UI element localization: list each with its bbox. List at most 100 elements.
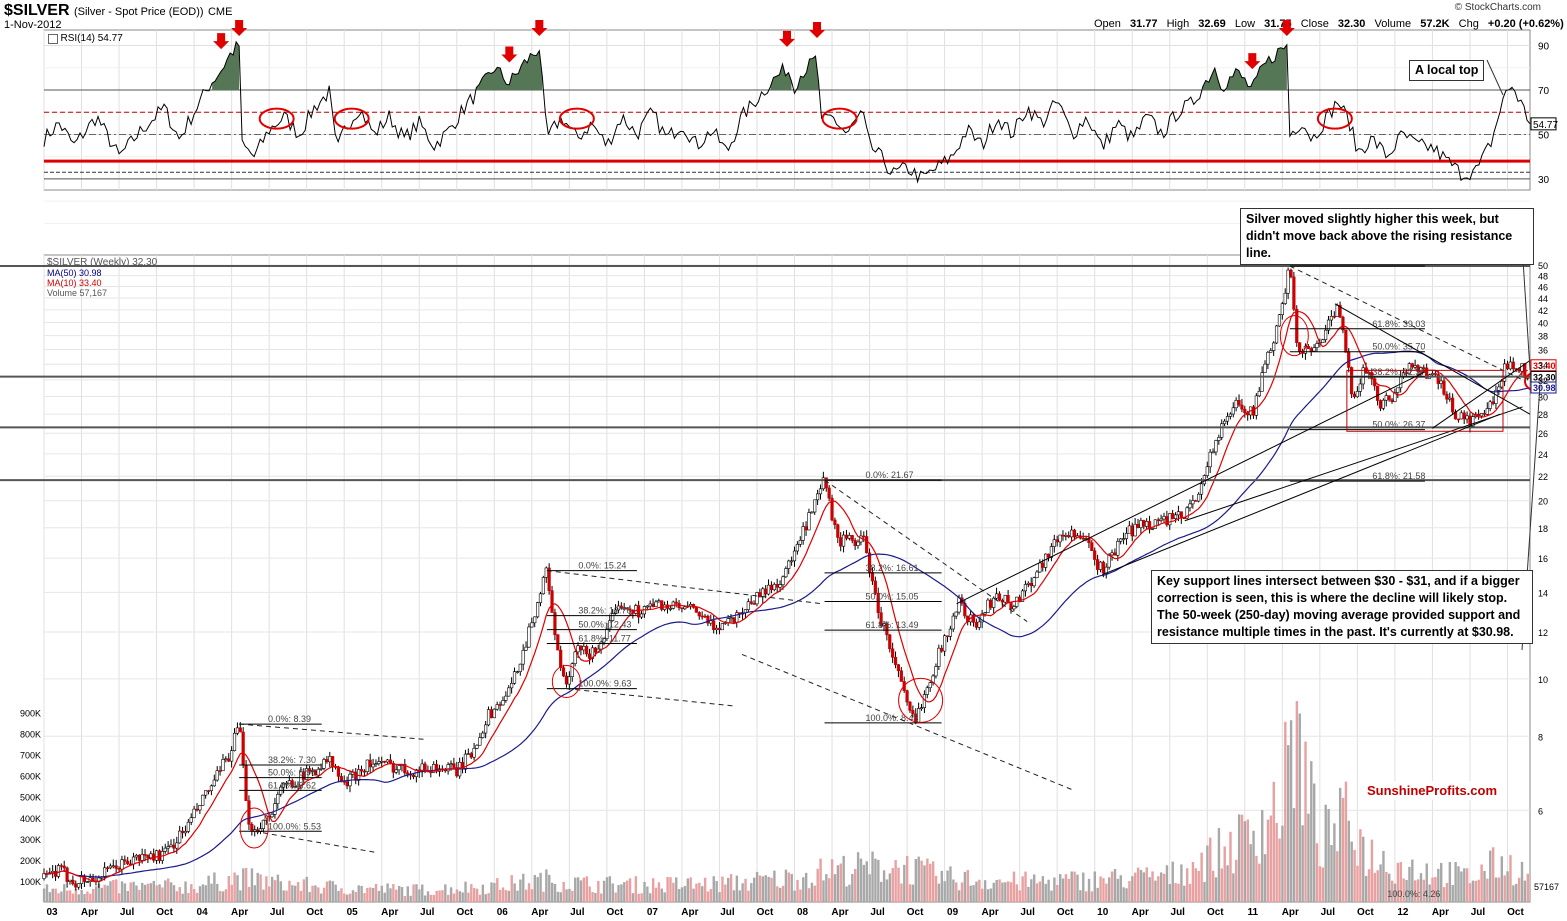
volume-bar [441, 890, 444, 902]
volume-bar [464, 881, 467, 902]
volume-bar [1139, 869, 1143, 902]
axes: 03 Apr Jul Oct 04 Apr Jul Oct 05 Apr Jul Oct 06 Apr Ju… [20, 42, 1559, 918]
price-tick-label: 40 [1538, 318, 1548, 328]
price-candle [818, 488, 823, 495]
volume-bar [1206, 845, 1209, 902]
price-candle [1090, 542, 1094, 552]
price-candle [1462, 412, 1466, 420]
price-candle [284, 782, 289, 785]
volume-bar [210, 883, 213, 902]
price-candle [1145, 521, 1149, 527]
volume-bar [689, 877, 692, 902]
volume-bar [270, 876, 274, 902]
volume-bar [123, 883, 127, 902]
volume-bar [1038, 881, 1042, 902]
solid-trend-line [1102, 413, 1501, 576]
rsi-tick-label: 70 [1538, 86, 1550, 97]
price-right-tag-label: 32.30 [1533, 372, 1556, 382]
rsi-legend-text: RSI(14) 54.77 [60, 33, 123, 44]
volume-bar [807, 888, 811, 902]
volume-bar [487, 893, 490, 902]
price-candle [1072, 529, 1077, 538]
volume-bar [1157, 876, 1160, 902]
price-candle [850, 535, 854, 541]
price-candle [948, 628, 952, 637]
volume-bar [1393, 883, 1397, 902]
price-candle [114, 865, 118, 869]
volume-bar [660, 888, 664, 902]
volume-bar [1474, 880, 1478, 902]
volume-bar [1082, 872, 1085, 902]
volume-bar [1105, 883, 1108, 902]
price-candle [1052, 539, 1056, 547]
volume-bar [149, 883, 153, 902]
volume-bar [68, 890, 72, 902]
volume-bar [1312, 783, 1316, 902]
price-candle [385, 759, 390, 763]
local-top-pointer [1486, 59, 1504, 96]
volume-tick-label: 200K [20, 856, 41, 866]
volume-bar [291, 885, 294, 902]
volume-bar [478, 894, 482, 902]
volume-bar [369, 887, 372, 902]
volume-bar [672, 882, 675, 902]
volume-bar [218, 891, 222, 902]
volume-bar [983, 880, 987, 902]
price-legend: $SILVER (Weekly) 32.30 MA(50) 30.98 MA(1… [47, 258, 157, 299]
price-tick-label: 46 [1538, 283, 1548, 293]
x-tick-label: 08 [797, 907, 809, 918]
volume-bar [1471, 880, 1475, 902]
volume-bar [302, 879, 306, 902]
price-candle [331, 756, 335, 767]
open-value: 31.77 [1129, 18, 1158, 30]
volume-bar [406, 886, 410, 902]
price-candle [937, 647, 941, 667]
chg-label: Chg [1458, 18, 1479, 30]
price-candle [945, 635, 950, 638]
volume-bar [548, 874, 551, 902]
price-candle [215, 770, 219, 781]
price-candle [362, 770, 367, 773]
price-candle [227, 758, 231, 762]
fibonacci-level-label: 61.8%: 11.77 [578, 634, 630, 644]
price-candle [423, 763, 427, 771]
volume-bar [1249, 844, 1252, 902]
sunshineprofits-brand: SunshineProfits.com [1363, 781, 1502, 800]
price-candle [1026, 582, 1030, 585]
price-candle [1000, 599, 1004, 603]
volume-bar [992, 882, 995, 902]
price-candle [706, 615, 710, 624]
price-candle [515, 671, 519, 673]
volume-bar [484, 894, 487, 902]
rsi-circle-marker [258, 107, 295, 130]
volume-bar [729, 874, 733, 902]
price-candle [1459, 412, 1463, 420]
volume-bar [227, 875, 231, 902]
fibonacci-level-label: 50.0%: 35.70 [1372, 342, 1425, 352]
price-candle [1101, 561, 1105, 574]
price-candle [117, 868, 121, 870]
volume-bar [706, 891, 710, 902]
price-candle [735, 612, 739, 623]
volume-bar [158, 884, 161, 902]
volume-bar [571, 890, 574, 902]
volume-bar [89, 893, 92, 902]
price-candle [507, 687, 511, 697]
volume-bar [871, 851, 874, 902]
price-candle [290, 780, 294, 787]
dashed-trend-line [254, 830, 375, 853]
price-candle [1055, 539, 1059, 543]
price-tick-label: 24 [1538, 450, 1548, 460]
price-candle [1165, 516, 1169, 526]
price-candle [1006, 595, 1010, 603]
price-candle [1295, 308, 1299, 344]
volume-bar [530, 889, 534, 902]
price-candle [703, 615, 707, 618]
volume-bar [1336, 851, 1339, 902]
price-candle [74, 883, 78, 888]
price-candle [553, 612, 557, 636]
price-candle [1381, 399, 1385, 409]
price-candle [1347, 351, 1351, 368]
price-candle [1081, 537, 1085, 540]
price-candle [1139, 520, 1143, 528]
